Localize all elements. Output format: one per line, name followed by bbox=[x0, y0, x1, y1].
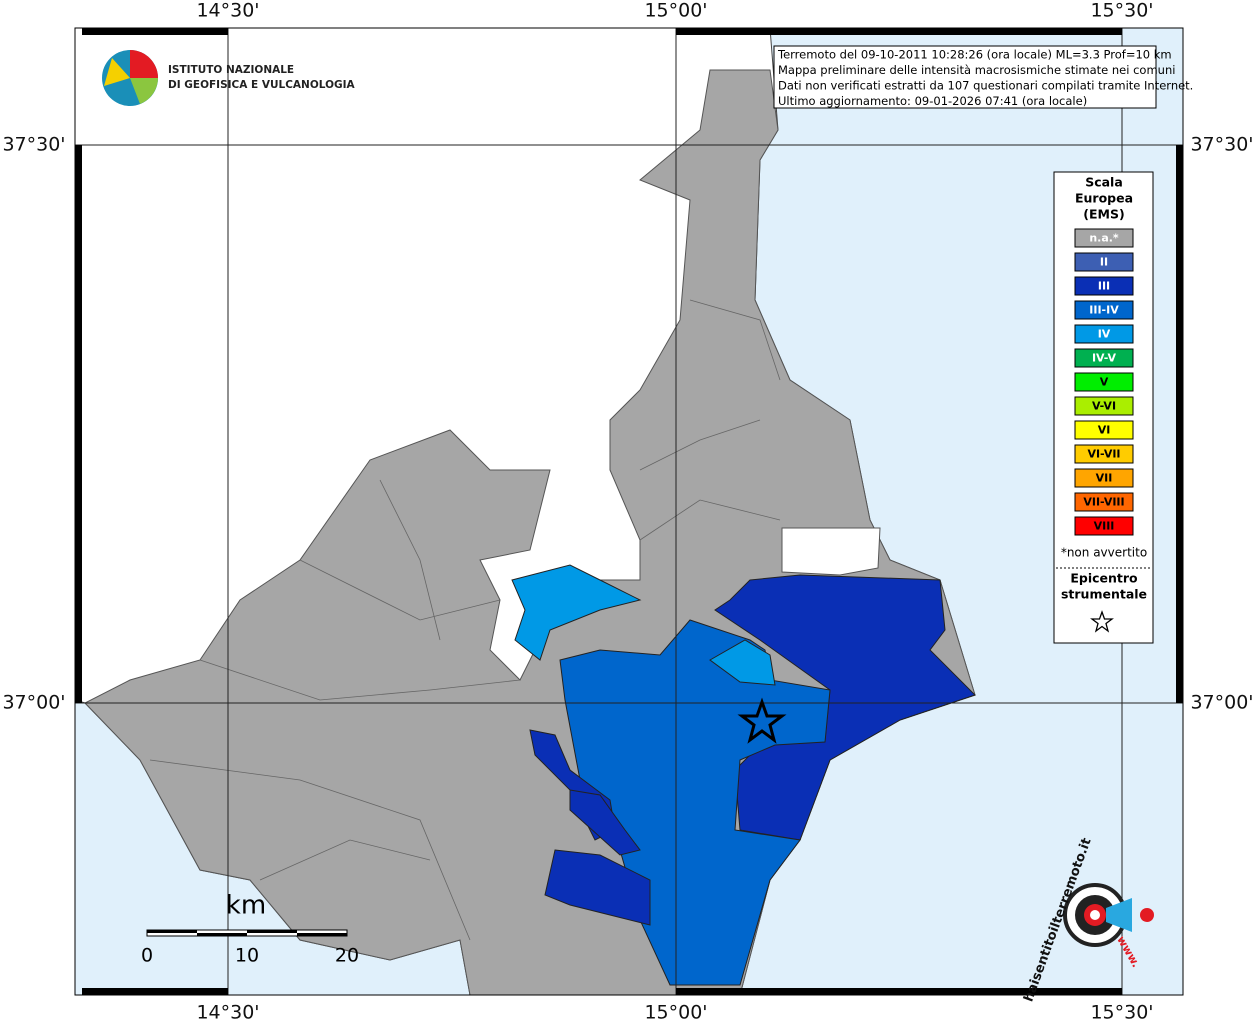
lat-label: 37°30' bbox=[2, 134, 65, 156]
info-line: Ultimo aggiornamento: 09-01-2026 07:41 (… bbox=[778, 94, 1087, 108]
scale-label: 20 bbox=[335, 945, 359, 967]
scale-label: 0 bbox=[141, 945, 153, 967]
scale-unit: km bbox=[226, 891, 266, 921]
legend-swatch bbox=[1074, 396, 1134, 416]
region-iii bbox=[569, 789, 641, 856]
region-iv bbox=[709, 639, 776, 686]
lat-label: 37°00' bbox=[1190, 692, 1253, 714]
region-iv bbox=[511, 564, 642, 661]
legend-label: VII-VIII bbox=[1083, 496, 1124, 509]
legend-note: *non avvertito bbox=[1061, 546, 1147, 560]
legend-epicentre: strumentale bbox=[1061, 587, 1147, 602]
legend-label: VIII bbox=[1094, 520, 1115, 533]
legend-label: III-IV bbox=[1089, 304, 1119, 317]
scale-bar bbox=[146, 929, 348, 937]
info-line: Dati non verificati estratti da 107 ques… bbox=[778, 79, 1193, 93]
lon-label: 15°00' bbox=[644, 1002, 707, 1024]
legend-swatch bbox=[1074, 468, 1134, 488]
graticule bbox=[75, 28, 1183, 995]
legend-swatch bbox=[1074, 228, 1134, 248]
lon-label: 15°00' bbox=[644, 0, 707, 22]
logo-text: ISTITUTO NAZIONALE bbox=[168, 64, 294, 76]
legend-swatch bbox=[1074, 444, 1134, 464]
legend-label: II bbox=[1100, 256, 1108, 269]
info-box bbox=[773, 45, 1157, 109]
lat-label: 37°00' bbox=[2, 692, 65, 714]
legend-swatch bbox=[1074, 516, 1134, 536]
logo-text: DI GEOFISICA E VULCANOLOGIA bbox=[168, 79, 356, 91]
legend-swatch bbox=[1074, 300, 1134, 320]
lon-label: 14°30' bbox=[196, 0, 259, 22]
legend-title: (EMS) bbox=[1083, 207, 1124, 222]
lon-label: 15°30' bbox=[1090, 0, 1153, 22]
legend-label: V bbox=[1100, 376, 1109, 389]
unmapped bbox=[781, 527, 881, 576]
lon-label: 14°30' bbox=[196, 1002, 259, 1024]
legend-star bbox=[1090, 610, 1114, 633]
legend-label: V-VI bbox=[1092, 400, 1116, 413]
legend-title: Scala bbox=[1085, 175, 1123, 190]
ingv-logo: ISTITUTO NAZIONALE DI GEOFISICA E VULCAN… bbox=[102, 50, 356, 106]
region-iii bbox=[544, 849, 651, 926]
legend-label: n.a.* bbox=[1089, 232, 1119, 245]
legend-swatch bbox=[1074, 252, 1134, 272]
legend-epicentre: Epicentro bbox=[1070, 571, 1138, 586]
lon-label: 15°30' bbox=[1090, 1002, 1153, 1024]
legend-swatch bbox=[1074, 276, 1134, 296]
frame bbox=[74, 27, 1184, 996]
legend-label: III bbox=[1098, 280, 1110, 293]
lat-label: 37°30' bbox=[1190, 134, 1253, 156]
legend-swatch bbox=[1074, 372, 1134, 392]
legend-label: VI bbox=[1098, 424, 1111, 437]
epicentre-star bbox=[737, 697, 787, 744]
legend-label: VII bbox=[1096, 472, 1113, 485]
info-line: Terremoto del 09-10-2011 10:28:26 (ora l… bbox=[777, 48, 1172, 62]
legend-swatch bbox=[1074, 420, 1134, 440]
legend-swatch bbox=[1074, 348, 1134, 368]
legend-label: IV bbox=[1098, 328, 1111, 341]
borders bbox=[149, 299, 781, 941]
legend-label: VI-VII bbox=[1087, 448, 1120, 461]
info-line: Mappa preliminare delle intensità macros… bbox=[778, 63, 1175, 77]
legend-swatch bbox=[1074, 492, 1134, 512]
legend-title: Europea bbox=[1075, 191, 1133, 206]
scale-label: 10 bbox=[235, 945, 259, 967]
legend-swatch bbox=[1074, 324, 1134, 344]
legend-label: IV-V bbox=[1092, 352, 1117, 365]
